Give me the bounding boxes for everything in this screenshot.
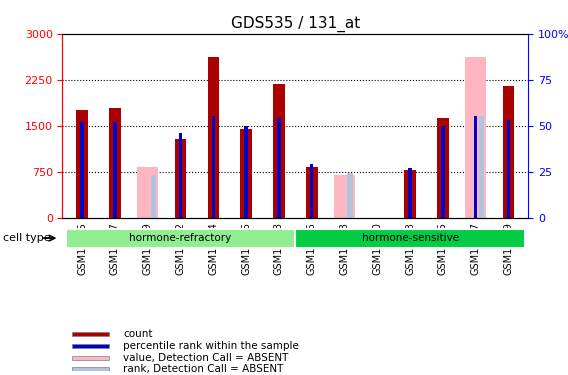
Bar bbox=[244, 126, 248, 218]
Bar bbox=[77, 110, 88, 218]
Bar bbox=[348, 173, 353, 217]
Bar bbox=[72, 344, 109, 348]
Text: hormone-sensitive: hormone-sensitive bbox=[362, 233, 459, 243]
Bar bbox=[507, 120, 510, 218]
Bar bbox=[441, 126, 445, 218]
Bar bbox=[137, 167, 158, 217]
Bar bbox=[72, 356, 109, 360]
Bar bbox=[208, 57, 219, 217]
Bar bbox=[404, 170, 416, 217]
Text: value, Detection Call = ABSENT: value, Detection Call = ABSENT bbox=[123, 352, 289, 363]
Title: GDS535 / 131_at: GDS535 / 131_at bbox=[231, 16, 360, 32]
Bar bbox=[151, 175, 156, 217]
FancyBboxPatch shape bbox=[66, 229, 295, 248]
Text: count: count bbox=[123, 329, 153, 339]
Bar bbox=[273, 84, 285, 218]
Bar bbox=[72, 332, 109, 336]
Text: percentile rank within the sample: percentile rank within the sample bbox=[123, 341, 299, 351]
Bar bbox=[437, 118, 449, 218]
Bar bbox=[408, 168, 412, 217]
Bar bbox=[310, 164, 314, 218]
Bar bbox=[175, 139, 186, 218]
Bar bbox=[503, 86, 514, 218]
Text: cell type: cell type bbox=[3, 233, 51, 243]
Text: rank, Detection Call = ABSENT: rank, Detection Call = ABSENT bbox=[123, 364, 283, 374]
Bar bbox=[306, 166, 318, 218]
Bar bbox=[81, 122, 84, 218]
Bar bbox=[72, 368, 109, 371]
Bar bbox=[474, 116, 478, 218]
Bar bbox=[240, 129, 252, 218]
Bar bbox=[465, 57, 486, 217]
FancyBboxPatch shape bbox=[295, 229, 525, 248]
Bar bbox=[113, 122, 116, 218]
Text: hormone-refractory: hormone-refractory bbox=[130, 233, 232, 243]
Bar bbox=[179, 133, 182, 218]
Bar bbox=[277, 118, 281, 218]
Bar bbox=[212, 116, 215, 218]
Bar bbox=[479, 116, 485, 218]
Bar bbox=[334, 175, 355, 217]
Bar bbox=[109, 108, 121, 217]
